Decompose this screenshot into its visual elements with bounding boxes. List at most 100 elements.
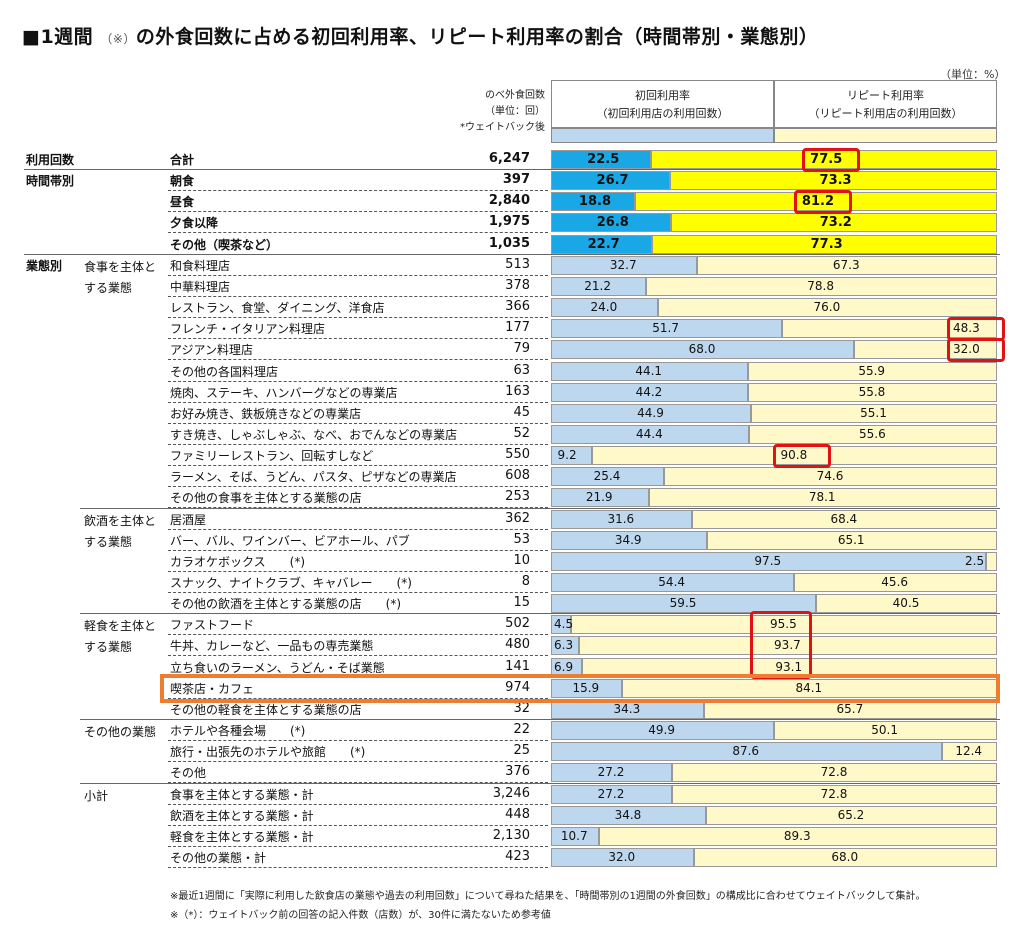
bar-repeat-rate	[748, 382, 997, 402]
bar-repeat-rate	[571, 615, 997, 635]
stacked-bar: 26.8 73.2	[551, 213, 997, 233]
bar-repeat-rate	[664, 467, 997, 487]
first-rate-label: 21.9	[585, 490, 613, 505]
bar-repeat-rate	[693, 847, 997, 867]
row-underline	[168, 380, 548, 382]
title-rest: の外食回数に占める初回利用率、リピート利用率の割合（時間帯別・業態別）	[135, 26, 819, 48]
chart-row: その他の業態 ホテルや各種会場 (*) 22 49.9 50.1	[0, 720, 1024, 742]
stacked-bar: 32.7 67.3	[551, 255, 997, 275]
row-underline	[168, 274, 548, 276]
first-rate-label: 22.5	[587, 152, 620, 167]
first-rate-label: 26.8	[596, 215, 629, 231]
first-rate-header: 初回利用率 （初回利用店の利用回数）	[551, 80, 774, 128]
first-rate-label: 6.9	[554, 659, 574, 674]
row-label: 飲酒を主体とする業態・計	[170, 808, 314, 823]
stacked-bar: 44.9 55.1	[551, 403, 997, 423]
unit-label: （単位：%）	[940, 68, 1006, 81]
first-rate-label: 44.9	[637, 405, 664, 420]
bar-first-rate	[551, 678, 622, 698]
repeat-rate-label: 84.1	[795, 680, 823, 695]
stacked-bar: 26.7 73.3	[551, 171, 997, 191]
bar-repeat-rate	[706, 530, 997, 550]
stacked-bar: 54.4 45.6	[551, 573, 997, 592]
stacked-bar: 68.0 32.0	[551, 340, 997, 360]
stacked-bar: 24.0 76.0	[551, 298, 997, 318]
chart-row: お好み焼き、鉄板焼きなどの専業店 45 44.9 55.1	[0, 403, 1024, 424]
bar-repeat-rate	[598, 826, 997, 846]
subgroup-label: その他の業態	[84, 725, 157, 740]
first-rate-title: 初回利用率	[635, 89, 690, 102]
row-label: フレンチ・イタリアン料理店	[170, 322, 326, 337]
bar-first-rate	[551, 340, 855, 360]
row-underline	[168, 845, 548, 847]
row-underline	[168, 570, 548, 572]
repeat-rate-label: 32.0	[953, 342, 980, 357]
row-label: アジアン料理店	[170, 343, 254, 358]
row-count: 10	[513, 552, 530, 568]
repeat-rate-label: 40.5	[892, 596, 920, 611]
footnote-1: ※最近1週間に「実際に利用した飲食店の業態や過去の利用回数」について尋ねた結果を…	[170, 891, 926, 902]
chart-row: 夕食以降 1,975 26.8 73.2	[0, 212, 1024, 234]
repeat-rate-label: 55.9	[858, 363, 886, 378]
repeat-rate-label: 65.2	[837, 807, 865, 822]
row-underline	[168, 634, 548, 636]
bar-repeat-rate	[941, 742, 997, 762]
row-underline	[168, 824, 548, 826]
section-divider	[80, 782, 1000, 784]
first-rate-label: 51.7	[652, 321, 679, 336]
row-underline	[168, 697, 548, 699]
stacked-bar: 44.4 55.6	[551, 424, 997, 444]
stacked-bar: 32.0 68.0	[551, 847, 997, 867]
bar-first-rate	[551, 150, 652, 169]
first-rate-label: 31.6	[607, 511, 635, 526]
first-rate-subtitle: （初回利用店の利用回数）	[596, 107, 729, 120]
bar-first-rate	[551, 784, 673, 804]
stacked-bar: 22.7 77.3	[551, 234, 997, 254]
repeat-rate-title: リピート利用率	[847, 89, 924, 102]
bar-repeat-rate	[793, 573, 997, 592]
stacked-bar: 59.5 40.5	[551, 594, 997, 614]
row-underline	[168, 190, 548, 192]
row-count: 448	[505, 806, 530, 822]
first-rate-label: 10.7	[560, 828, 588, 843]
row-label: スナック、ナイトクラブ、キャバレー (*)	[170, 576, 412, 590]
group-label: 利用回数	[26, 153, 75, 167]
row-count: 253	[505, 489, 530, 505]
chart-row: フレンチ・イタリアン料理店 177 51.7 48.3	[0, 318, 1024, 340]
row-underline	[168, 211, 548, 213]
chart-row: その他の飲酒を主体とする業態の店 (*) 15 59.5 40.5	[0, 593, 1024, 615]
chart-row: 小計 食事を主体とする業態・計 3,246 27.2 72.8	[0, 784, 1024, 805]
row-count: 362	[505, 510, 530, 526]
row-count: 141	[505, 658, 530, 674]
row-label: 中華料理店	[170, 279, 231, 294]
first-rate-label: 44.1	[635, 363, 663, 378]
group-label: 業態別	[26, 258, 63, 273]
bar-first-rate	[551, 467, 665, 487]
row-count: 423	[505, 848, 530, 864]
chart-row: すき焼き、しゃぶしゃぶ、なべ、おでんなどの専業店 52 44.4 55.6	[0, 424, 1024, 445]
chart-row: カラオケボックス (*) 10 97.5 2.5	[0, 551, 1024, 572]
stacked-bar: 49.9 50.1	[551, 721, 997, 741]
row-label: 旅行・出張先のホテルや旅館 (*)	[170, 745, 366, 760]
row-underline	[168, 295, 548, 297]
row-count: 22	[513, 722, 530, 738]
bar-repeat-rate	[579, 636, 997, 656]
bar-first-rate	[551, 721, 774, 741]
bar-repeat-rate	[691, 509, 997, 529]
repeat-rate-subtitle: （リピート利用店の利用回数）	[808, 107, 963, 120]
chart-row: 飲酒を主体とする業態・計 448 34.8 65.2	[0, 805, 1024, 826]
bar-repeat-rate	[985, 551, 997, 571]
chart-row: 利用回数 合計 6,247 22.5 77.5	[0, 149, 1024, 170]
repeat-rate-label: 55.8	[858, 384, 886, 399]
row-label: ホテルや各種会場 (*)	[170, 724, 306, 739]
stacked-bar: 6.3 93.7	[551, 636, 997, 656]
repeat-rate-label: 77.5	[810, 152, 843, 167]
row-underline	[168, 486, 548, 488]
row-count: 6,247	[488, 151, 530, 166]
bar-first-rate	[551, 382, 749, 402]
repeat-rate-label: 50.1	[871, 723, 898, 738]
repeat-rate-label: 48.3	[953, 321, 980, 336]
bar-first-rate	[551, 192, 635, 212]
repeat-rate-label: 2.5	[965, 553, 985, 568]
bar-first-rate	[551, 847, 694, 867]
